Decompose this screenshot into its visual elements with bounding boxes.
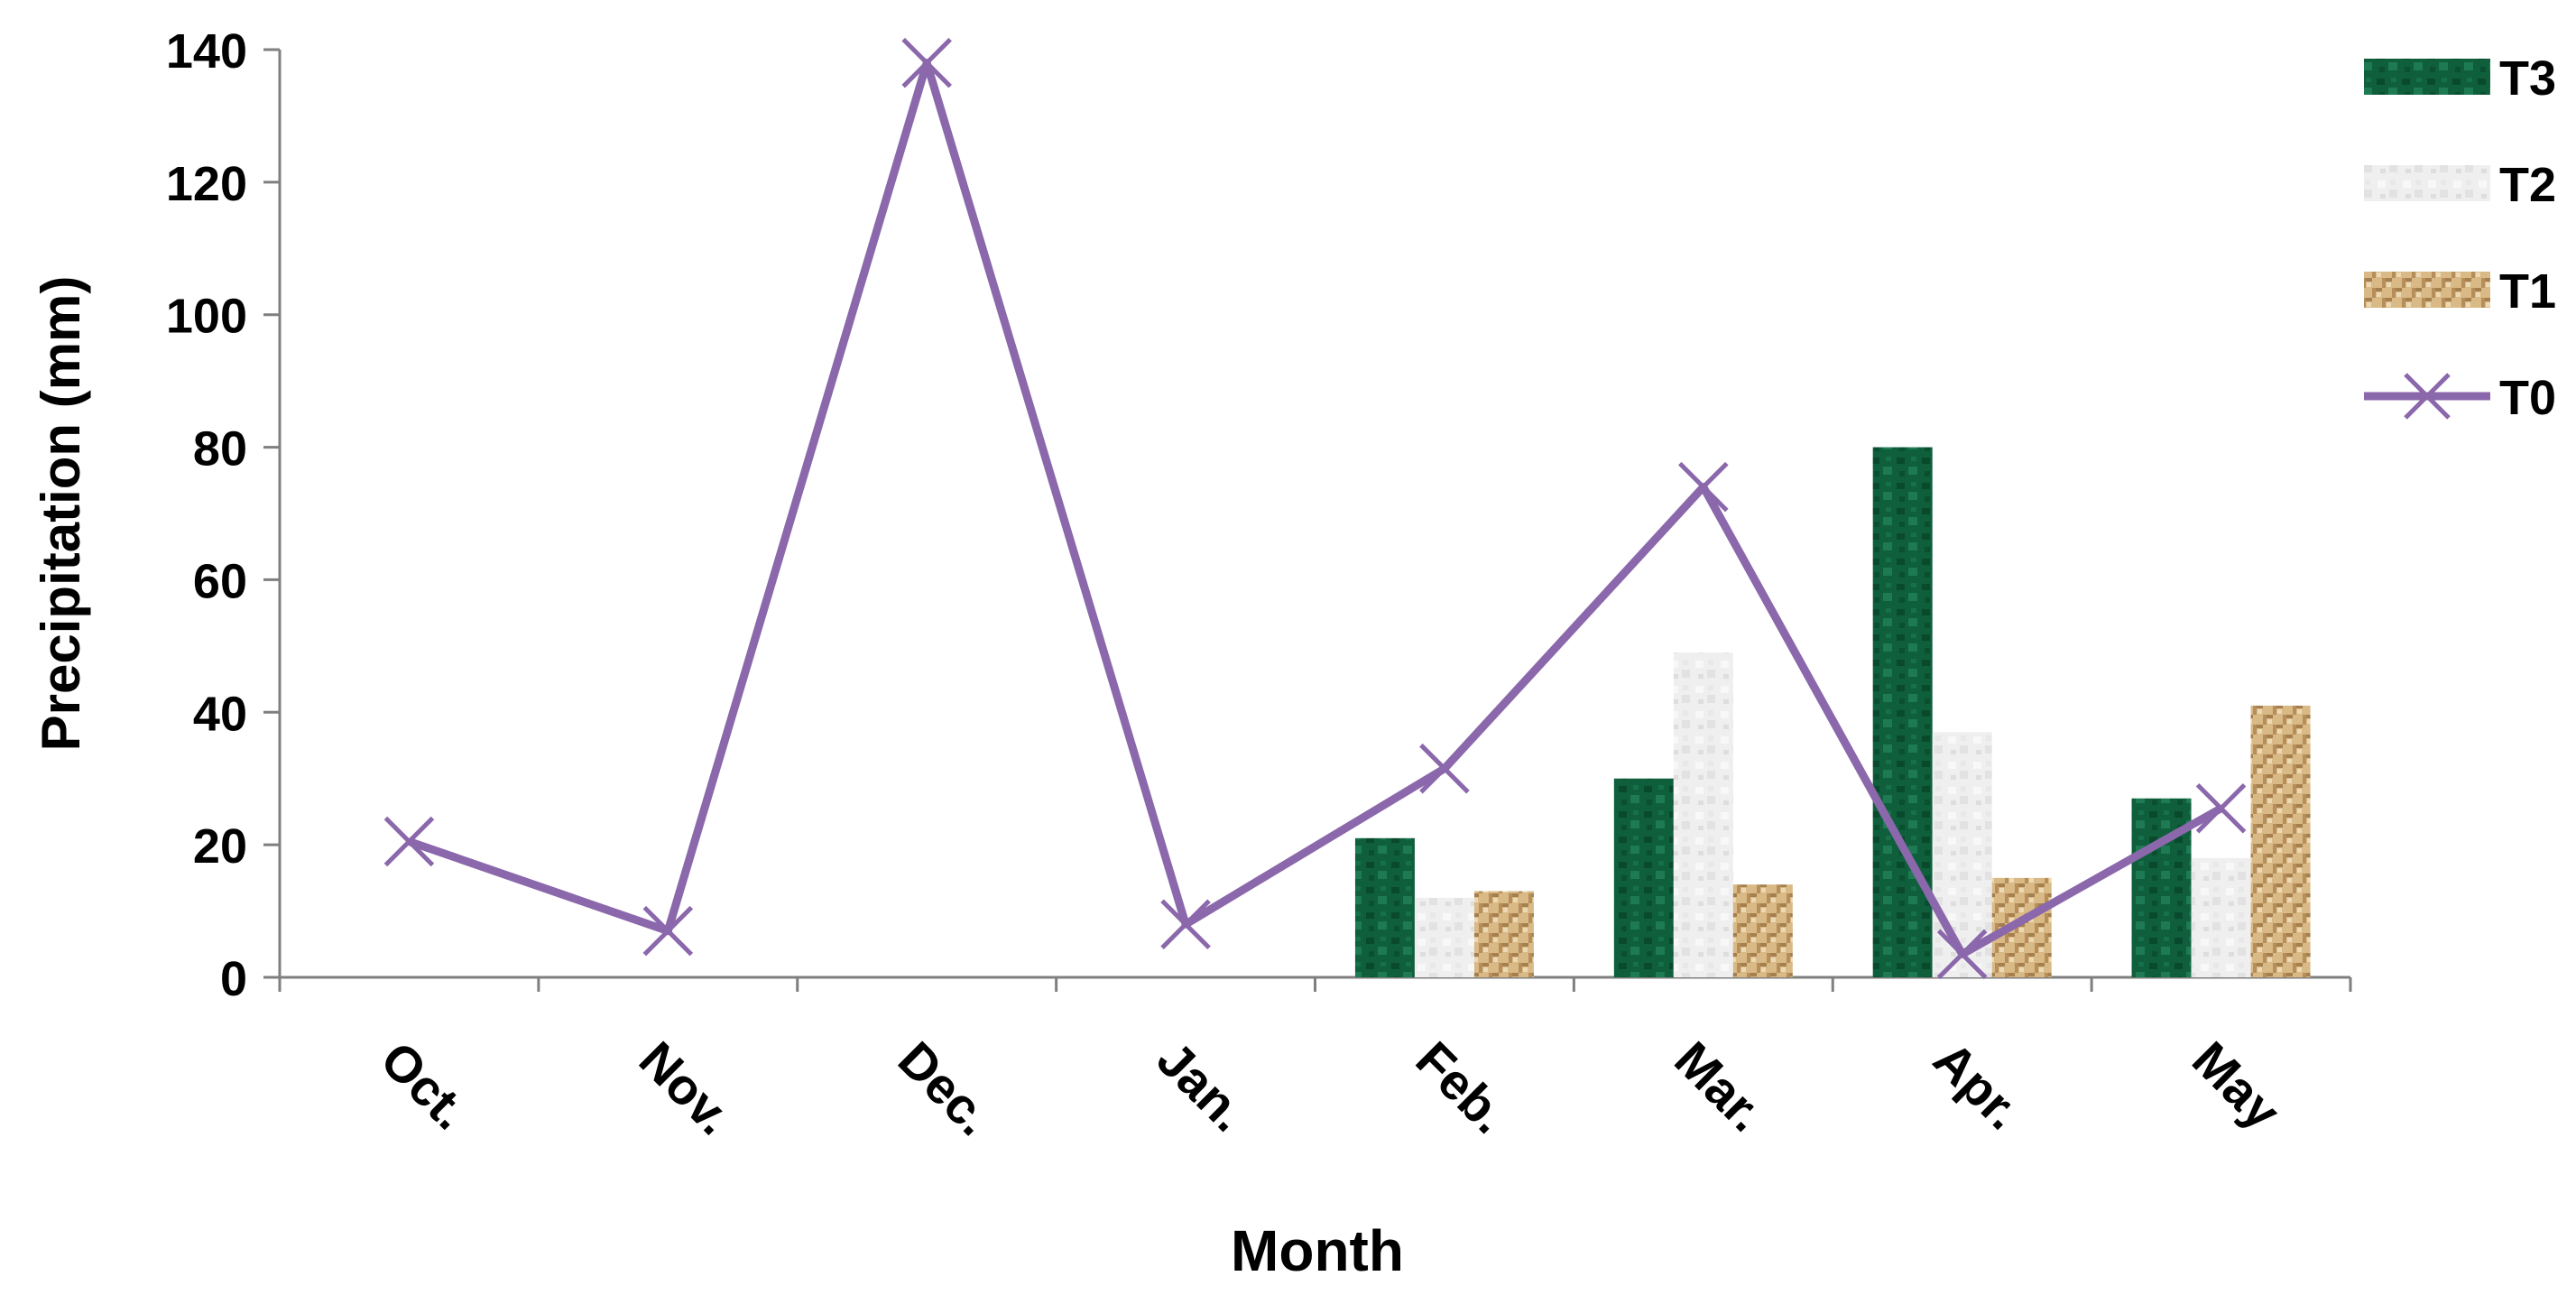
marker-stroke <box>1160 899 1211 950</box>
marker-stroke <box>901 37 952 88</box>
y-tick-label: 120 <box>166 157 247 211</box>
x-tick-label: Apr. <box>1923 1031 2033 1141</box>
marker-t0 <box>1678 461 1729 513</box>
legend-label: T3 <box>2499 51 2556 106</box>
x-tick-label: May <box>2182 1031 2292 1141</box>
axes: 0 20 40 60 80 100 120 140 Oct. Nov. Dec. Jan. Feb. Ma… <box>166 24 2352 1146</box>
y-tick-label: 40 <box>193 687 247 741</box>
y-tick-label: 140 <box>166 24 247 79</box>
bar-t3 <box>1354 837 1415 977</box>
x-tick-label: Nov. <box>629 1031 743 1145</box>
legend-swatch <box>2364 59 2490 95</box>
x-tick-label: Jan. <box>1147 1031 1259 1142</box>
bar-t3 <box>2131 798 2192 977</box>
bar-t1 <box>2250 705 2311 977</box>
legend-item-t0: T0 <box>2364 371 2556 425</box>
bar-t1 <box>1473 891 1534 977</box>
x-tick-label: Mar. <box>1664 1031 1776 1142</box>
marker-stroke <box>383 816 435 867</box>
legend-label: T0 <box>2499 371 2556 425</box>
y-tick-label: 100 <box>166 290 247 344</box>
y-axis-title: Precipitation (mm) <box>31 276 91 752</box>
marker-t0 <box>901 37 952 88</box>
marker-t0 <box>1936 929 1988 980</box>
marker-stroke <box>1936 929 1988 980</box>
y-tick-label: 80 <box>193 422 247 476</box>
bar-t3 <box>1613 778 1674 977</box>
x-tick-label: Oct. <box>370 1031 480 1141</box>
marker-stroke <box>2195 782 2247 834</box>
bar-t2 <box>1414 897 1474 977</box>
legend-swatch <box>2364 165 2490 201</box>
bar-t1 <box>1732 884 1793 977</box>
y-tick-label: 0 <box>220 952 247 1006</box>
x-tick-label: Feb. <box>1405 1031 1519 1144</box>
bar-t1 <box>1991 877 2052 977</box>
marker-stroke <box>1419 743 1470 794</box>
bar-t3 <box>1872 447 1933 978</box>
marker-t0 <box>2195 782 2247 834</box>
marker-t0 <box>1160 899 1211 950</box>
bar-t2 <box>2191 857 2251 977</box>
legend-marker <box>2404 373 2451 420</box>
legend-label: T2 <box>2499 158 2556 212</box>
line-series <box>383 37 2247 980</box>
line-t0 <box>407 59 2223 958</box>
legend-label: T1 <box>2499 264 2556 319</box>
x-axis-title: Month <box>1231 1218 1404 1283</box>
marker-t0 <box>383 816 435 867</box>
legend-swatch <box>2364 272 2490 308</box>
marker-t0 <box>1419 743 1470 794</box>
bar-t2 <box>1673 652 1733 977</box>
legend-item-t2: T2 <box>2364 158 2556 212</box>
marker-stroke <box>1678 461 1729 513</box>
legend: T3 T2 T1 T0 <box>2364 51 2556 425</box>
y-tick-label: 20 <box>193 819 247 874</box>
y-tick-label: 60 <box>193 554 247 608</box>
marker-stroke <box>642 905 694 957</box>
x-tick-label: Dec. <box>888 1031 1003 1146</box>
legend-item-t3: T3 <box>2364 51 2556 106</box>
legend-item-t1: T1 <box>2364 264 2556 319</box>
marker-t0 <box>642 905 694 957</box>
